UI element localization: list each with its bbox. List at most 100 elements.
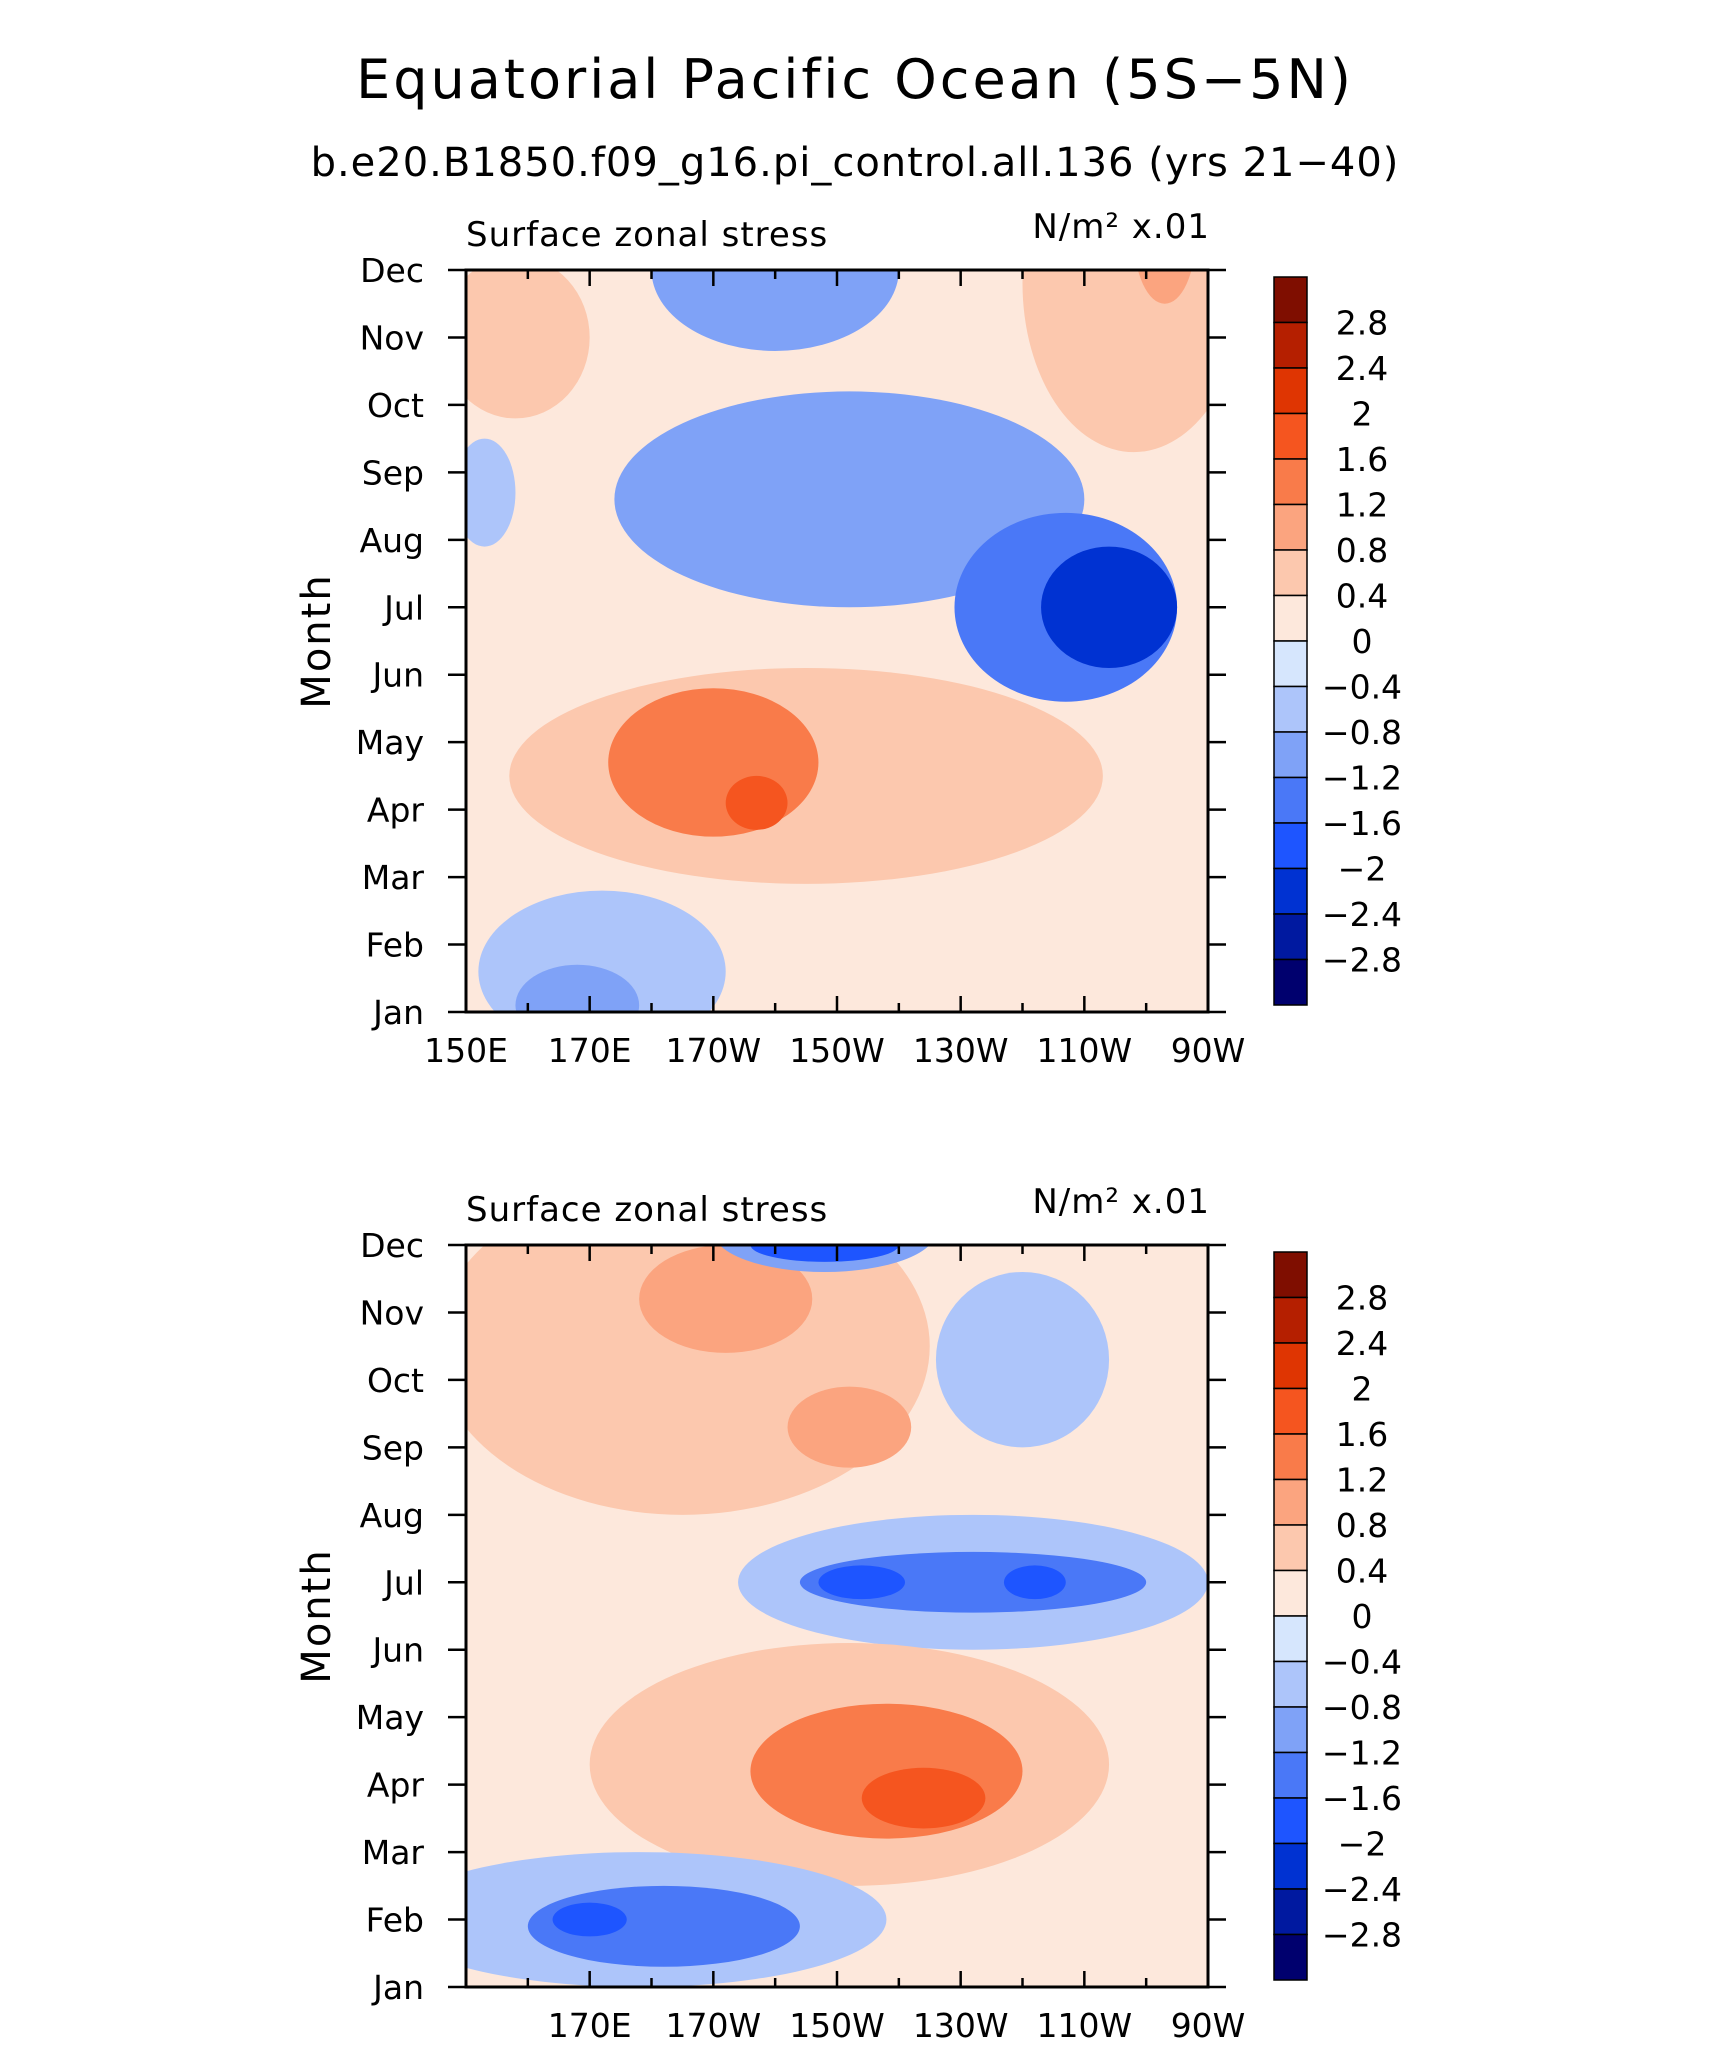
colorbar-label: −1.6 — [1322, 1779, 1402, 1818]
x-tick-label: 170W — [666, 1031, 762, 1070]
contour-region — [725, 775, 788, 830]
x-tick-label: 170W — [666, 2006, 762, 2045]
contour-region — [787, 1386, 912, 1468]
y-tick-label: Mar — [362, 858, 425, 897]
y-tick-label: Feb — [366, 1901, 424, 1940]
colorbar-swatch — [1273, 1296, 1308, 1344]
colorbar-swatch — [1273, 412, 1308, 460]
colorbar-label: −1.2 — [1322, 759, 1402, 798]
colorbar-swatch — [1273, 1842, 1308, 1890]
x-tick-label: 90W — [1171, 1031, 1246, 1070]
figure-title: Equatorial Pacific Ocean (5S−5N) — [356, 48, 1354, 111]
x-axis-ticks: 150E 170E 170W 150W 130W 110W 90W — [424, 270, 1245, 1070]
contour-region — [466, 438, 516, 547]
colorbar-swatch — [1273, 1933, 1308, 1981]
contour-region — [515, 964, 640, 1012]
colorbar-label: −2.8 — [1322, 1916, 1402, 1955]
colorbar-label: −0.8 — [1322, 713, 1402, 752]
x-tick-label: 170E — [548, 2006, 632, 2045]
colorbar-label: 0.8 — [1336, 1506, 1388, 1545]
contour-field — [466, 270, 1208, 1012]
contour-region — [639, 1245, 813, 1353]
colorbar-label: 2.8 — [1336, 1279, 1388, 1318]
x-tick-label: 150W — [789, 1031, 885, 1070]
colorbar-label: 1.2 — [1336, 1461, 1388, 1500]
colorbar-swatch — [1273, 640, 1308, 688]
y-tick-label: Sep — [362, 453, 424, 492]
colorbar: 2.8 2.4 2 1.6 1.2 0.8 0.4 0 −0.4 −0.8 −1.2 −1.6 −2 −2… — [1273, 276, 1402, 1006]
colorbar-swatch — [1273, 549, 1308, 597]
colorbar-label: 0 — [1352, 622, 1373, 661]
colorbar-label: 2.8 — [1336, 304, 1388, 343]
colorbar-label: −2.4 — [1322, 1870, 1402, 1909]
contour-region — [466, 270, 590, 419]
x-tick-label: 150E — [424, 1031, 508, 1070]
y-tick-label: May — [356, 723, 424, 762]
y-axis-label: Month — [294, 1548, 340, 1683]
colorbar-swatch — [1273, 1888, 1308, 1936]
colorbar-swatch — [1273, 1478, 1308, 1526]
y-tick-label: Aug — [360, 1496, 424, 1535]
y-tick-label: Jun — [370, 1631, 424, 1670]
colorbar-swatch — [1273, 1660, 1308, 1708]
colorbar-label: −1.2 — [1322, 1734, 1402, 1773]
colorbar-swatch — [1273, 731, 1308, 779]
x-tick-label: 90W — [1171, 2006, 1246, 2045]
left-string: Surface zonal stress — [466, 1190, 828, 1230]
y-tick-label: Jun — [370, 656, 424, 695]
colorbar-label: −1.6 — [1322, 804, 1402, 843]
colorbar-label: 0.4 — [1336, 1552, 1388, 1591]
right-string: N/m² x.01 — [1032, 207, 1210, 247]
colorbar-label: 2 — [1352, 1370, 1373, 1409]
colorbar-swatch — [1273, 776, 1308, 824]
y-axis-ticks: Jan Feb Mar Apr May Jun Jul Aug Sep Oct Nov Dec — [356, 251, 1226, 1032]
colorbar-label: −0.8 — [1322, 1688, 1402, 1727]
colorbar-label: −2.4 — [1322, 895, 1402, 934]
x-tick-label: 150W — [789, 2006, 885, 2045]
colorbar-label: −2 — [1338, 1825, 1387, 1864]
y-tick-label: Feb — [366, 926, 424, 965]
x-tick-label: 110W — [1037, 1031, 1133, 1070]
contour-region — [614, 391, 1085, 608]
panel-model: Surface zonal stress N/m² x.01 150E 170E 1… — [294, 207, 1402, 1070]
y-tick-label: Mar — [362, 1833, 425, 1872]
colorbar-swatch — [1273, 1615, 1308, 1663]
contour-region — [651, 270, 899, 351]
x-axis-ticks: 170E 170W 150W 130W 110W 90W — [464, 1245, 1246, 2045]
contour-region — [1022, 270, 1208, 453]
colorbar-label: 2.4 — [1336, 1324, 1388, 1363]
colorbar-swatch — [1273, 1251, 1308, 1299]
contour-region — [935, 1271, 1110, 1448]
x-tick-label: 130W — [913, 2006, 1009, 2045]
colorbar-swatch — [1273, 321, 1308, 369]
colorbar-label: −2.8 — [1322, 941, 1402, 980]
colorbar-label: 0.8 — [1336, 531, 1388, 570]
y-axis-label: Month — [294, 573, 340, 708]
right-string: N/m² x.01 — [1032, 1182, 1210, 1222]
left-string: Surface zonal stress — [466, 215, 828, 255]
y-tick-label: Nov — [360, 318, 424, 357]
colorbar-swatch — [1273, 1706, 1308, 1754]
colorbar-label: 2.4 — [1336, 349, 1388, 388]
colorbar-swatch — [1273, 1797, 1308, 1845]
colorbar-label: 2 — [1352, 395, 1373, 434]
colorbar-swatch — [1273, 685, 1308, 733]
x-tick-label: 110W — [1037, 2006, 1133, 2045]
y-tick-label: Jul — [382, 588, 424, 627]
y-tick-label: Nov — [360, 1293, 424, 1332]
colorbar-swatch — [1273, 1433, 1308, 1481]
colorbar-swatch — [1273, 822, 1308, 870]
colorbar-swatch — [1273, 913, 1308, 961]
y-axis-ticks: Jan Feb Mar Apr May Jun Jul Aug Sep Oct Nov Dec — [356, 1226, 1226, 2007]
y-tick-label: May — [356, 1698, 424, 1737]
y-tick-label: Oct — [367, 386, 424, 425]
contour-region — [1041, 546, 1178, 668]
y-tick-label: Apr — [367, 791, 425, 830]
colorbar-label: 0 — [1352, 1597, 1373, 1636]
y-tick-label: Jan — [371, 993, 424, 1032]
colorbar-label: −0.4 — [1322, 668, 1402, 707]
colorbar-label: −2 — [1338, 850, 1387, 889]
y-tick-label: Aug — [360, 521, 424, 560]
contour-region — [799, 1551, 1147, 1613]
